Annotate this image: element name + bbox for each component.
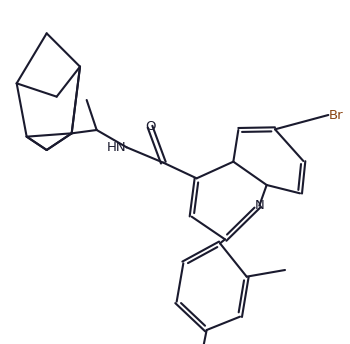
Text: HN: HN: [107, 141, 127, 154]
Text: Br: Br: [328, 108, 343, 121]
Text: O: O: [145, 120, 155, 133]
Text: N: N: [254, 199, 264, 212]
